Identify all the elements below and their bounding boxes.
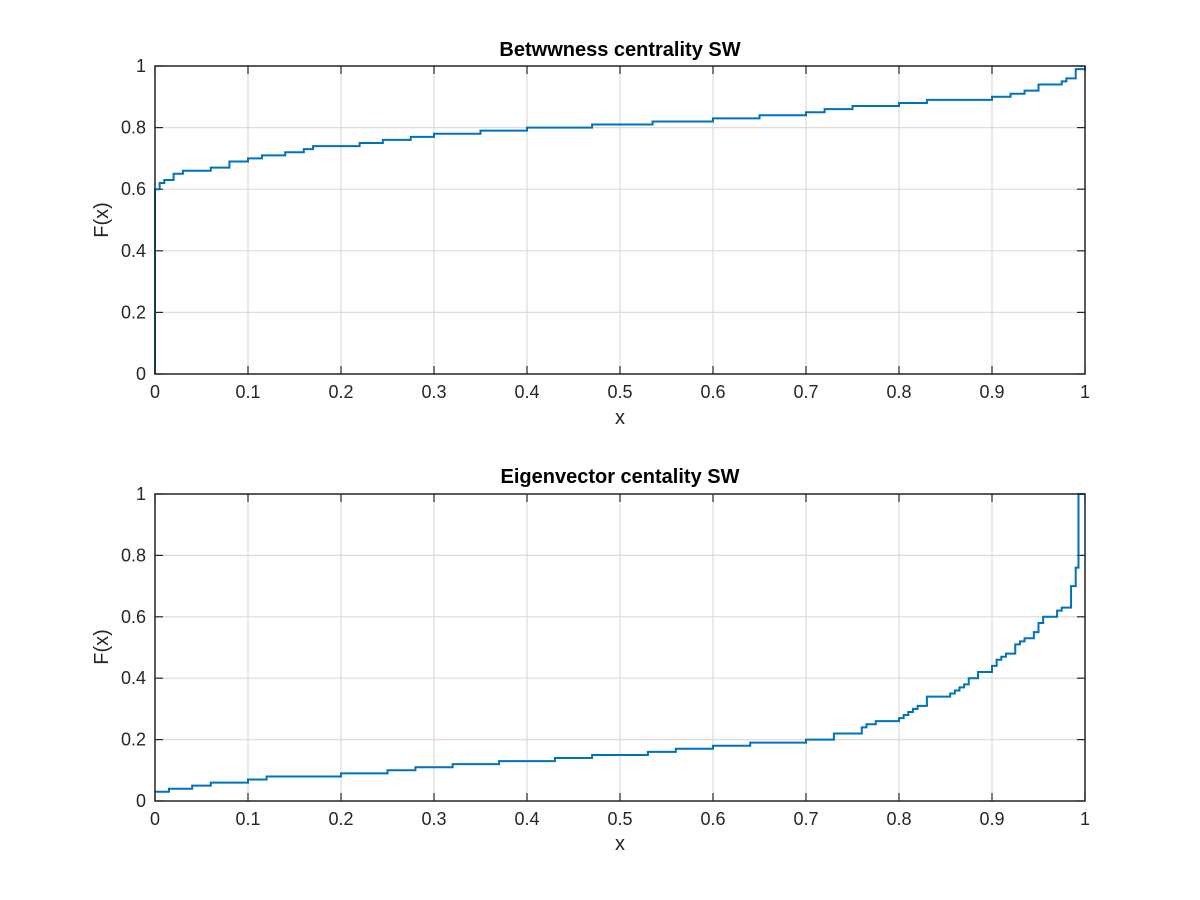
- x-tick-label: 0.6: [700, 382, 725, 402]
- x-tick-label: 0.7: [793, 382, 818, 402]
- x-tick-label: 0: [150, 809, 160, 829]
- y-tick-label: 0.4: [121, 668, 146, 688]
- x-axis-label: x: [615, 833, 625, 855]
- y-tick-label: 0.2: [121, 302, 146, 322]
- y-tick-label: 0: [136, 364, 146, 384]
- x-tick-label: 0.1: [235, 809, 260, 829]
- x-tick-label: 0.9: [979, 382, 1004, 402]
- y-tick-label: 0.6: [121, 179, 146, 199]
- x-tick-label: 0.6: [700, 809, 725, 829]
- x-tick-label: 0: [150, 382, 160, 402]
- cdf-series-line: [154, 66, 1086, 374]
- y-axis-label: F(x): [91, 202, 113, 238]
- x-tick-label: 1: [1080, 809, 1090, 829]
- y-tick-label: 1: [136, 56, 146, 76]
- x-tick-label: 0.5: [607, 809, 632, 829]
- cdf-series-line: [155, 493, 1085, 793]
- chart-title: Betwwness centrality SW: [499, 39, 740, 61]
- x-tick-label: 0.2: [328, 809, 353, 829]
- chart-panel-betweenness: Betwwness centrality SW x F(x) 0 0.1 0.2 0.…: [91, 39, 1090, 429]
- x-tick-label: 1: [1080, 382, 1090, 402]
- x-tick-label: 0.8: [886, 382, 911, 402]
- y-axis-label: F(x): [91, 629, 113, 665]
- chart-title: Eigenvector centality SW: [501, 466, 740, 488]
- x-tick-label: 0.7: [793, 809, 818, 829]
- plot-area-frame: [154, 65, 1086, 375]
- y-tick-label: 0.8: [121, 545, 146, 565]
- x-tick-label: 0.1: [235, 382, 260, 402]
- x-tick-label: 0.8: [886, 809, 911, 829]
- y-tick-label: 0.4: [121, 241, 146, 261]
- x-tick-label: 0.9: [979, 809, 1004, 829]
- x-tick-label: 0.3: [421, 809, 446, 829]
- y-tick-label: 0: [136, 791, 146, 811]
- x-tick-label: 0.4: [514, 382, 539, 402]
- x-tick-label: 0.3: [421, 382, 446, 402]
- plot-area-frame: [154, 493, 1086, 802]
- x-tick-label: 0.4: [514, 809, 539, 829]
- grid-lines: [154, 65, 1086, 375]
- y-tick-label: 1: [136, 484, 146, 504]
- y-tick-label: 0.6: [121, 607, 146, 627]
- x-tick-label: 0.2: [328, 382, 353, 402]
- x-axis-label: x: [615, 407, 625, 429]
- y-tick-label: 0.8: [121, 118, 146, 138]
- x-tick-label: 0.5: [607, 382, 632, 402]
- chart-panel-eigenvector: Eigenvector centality SW x F(x) 0 0.1 0.2 0…: [91, 466, 1090, 855]
- y-tick-label: 0.2: [121, 730, 146, 750]
